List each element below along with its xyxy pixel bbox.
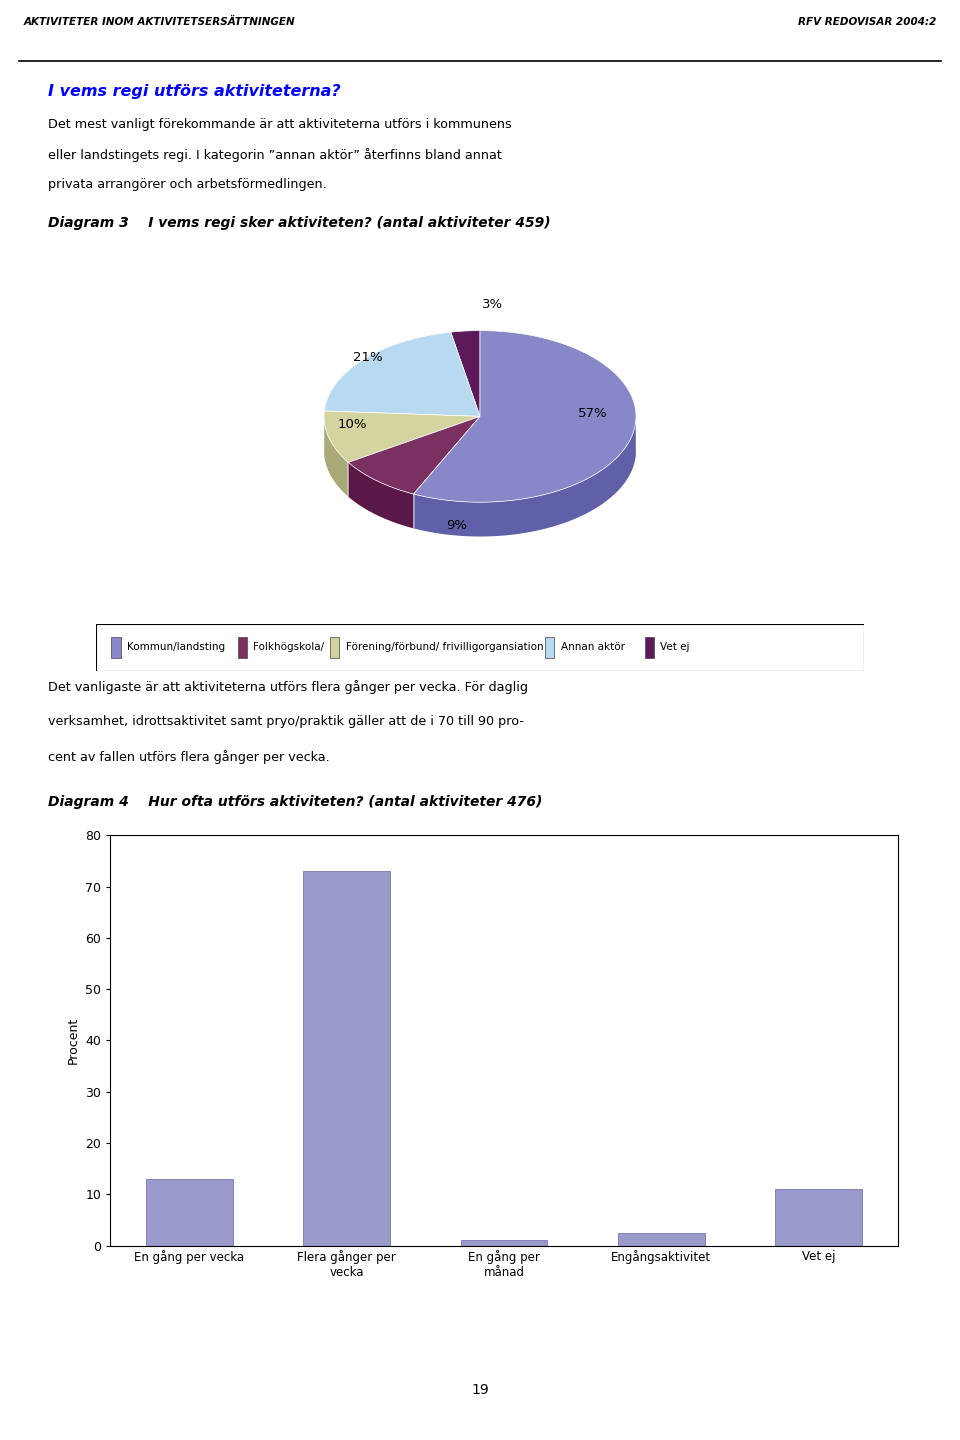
Text: AKTIVITETER INOM AKTIVITETSERSÄTTNINGEN: AKTIVITETER INOM AKTIVITETSERSÄTTNINGEN xyxy=(24,17,296,27)
Text: Diagram 3    I vems regi sker aktiviteten? (antal aktiviteter 459): Diagram 3 I vems regi sker aktiviteten? … xyxy=(48,216,551,230)
Text: verksamhet, idrottsaktivitet samt pryo/praktik gäller att de i 70 till 90 pro-: verksamhet, idrottsaktivitet samt pryo/p… xyxy=(48,714,524,729)
Text: RFV REDOVISAR 2004:2: RFV REDOVISAR 2004:2 xyxy=(798,17,936,27)
Text: Kommun/landsting: Kommun/landsting xyxy=(127,642,225,652)
Text: 10%: 10% xyxy=(337,418,367,431)
Text: 57%: 57% xyxy=(578,406,607,420)
Text: I vems regi utförs aktiviteterna?: I vems regi utförs aktiviteterna? xyxy=(48,84,341,99)
Bar xyxy=(238,636,248,658)
Text: 3%: 3% xyxy=(482,298,503,311)
Polygon shape xyxy=(451,331,480,416)
Bar xyxy=(330,636,340,658)
Polygon shape xyxy=(348,416,480,494)
Text: 19: 19 xyxy=(471,1382,489,1397)
Text: Förening/förbund/ frivilligorgansiation: Förening/förbund/ frivilligorgansiation xyxy=(346,642,543,652)
Polygon shape xyxy=(414,331,636,503)
Text: Diagram 4    Hur ofta utförs aktiviteten? (antal aktiviteter 476): Diagram 4 Hur ofta utförs aktiviteten? (… xyxy=(48,795,542,809)
Y-axis label: Procent: Procent xyxy=(67,1017,80,1064)
Text: Det vanligaste är att aktiviteterna utförs flera gånger per vecka. För daglig: Det vanligaste är att aktiviteterna utfö… xyxy=(48,680,528,694)
Text: 9%: 9% xyxy=(446,518,468,533)
Polygon shape xyxy=(414,418,636,537)
Text: eller landstingets regi. I kategorin ”annan aktör” återfinns bland annat: eller landstingets regi. I kategorin ”an… xyxy=(48,148,502,163)
Bar xyxy=(776,1189,862,1246)
Polygon shape xyxy=(324,410,480,462)
Bar xyxy=(618,1233,705,1246)
Text: Folkhögskola/: Folkhögskola/ xyxy=(253,642,324,652)
Text: 21%: 21% xyxy=(353,350,382,364)
Bar xyxy=(303,871,390,1246)
Text: Det mest vanligt förekommande är att aktiviteterna utförs i kommunens: Det mest vanligt förekommande är att akt… xyxy=(48,118,512,131)
Bar xyxy=(545,636,555,658)
Text: privata arrangörer och arbetsförmedlingen.: privata arrangörer och arbetsförmedlinge… xyxy=(48,179,326,192)
Bar xyxy=(146,1179,232,1246)
Bar xyxy=(111,636,121,658)
Bar xyxy=(645,636,655,658)
Text: Annan aktör: Annan aktör xyxy=(561,642,625,652)
Text: Vet ej: Vet ej xyxy=(660,642,690,652)
Bar xyxy=(461,1240,547,1246)
Text: cent av fallen utförs flera gånger per vecka.: cent av fallen utförs flera gånger per v… xyxy=(48,750,329,765)
Polygon shape xyxy=(324,333,480,416)
Polygon shape xyxy=(324,418,348,497)
Polygon shape xyxy=(348,462,414,528)
